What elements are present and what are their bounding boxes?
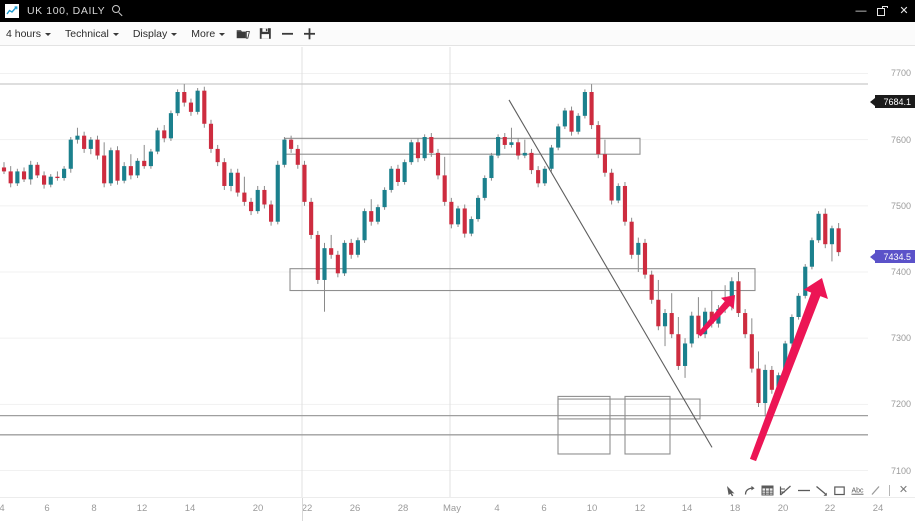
search-icon-ring: [112, 5, 121, 13]
fib-fork-icon[interactable]: [778, 483, 793, 498]
divider: [889, 484, 890, 496]
timeframe-dropdown[interactable]: 4 hours: [0, 22, 58, 46]
time-axis-tick: 26: [349, 503, 361, 514]
chevron-down-icon: [171, 32, 178, 36]
minus-icon[interactable]: [276, 22, 298, 46]
candlestick-series: [1, 84, 841, 417]
chart-gridlines: [0, 47, 868, 497]
bullish-arrow-annotations: [697, 278, 828, 462]
more-label: More: [191, 27, 216, 40]
cursor-arrow-icon[interactable]: [724, 483, 739, 498]
chart-rectangle-annotations: [284, 137, 756, 455]
technical-label: Technical: [65, 27, 109, 40]
chart-toolbar: 4 hours Technical Display More: [0, 22, 915, 65]
time-axis-separator: [302, 498, 303, 521]
timeframe-label: 4 hours: [6, 27, 42, 40]
floppy-save-icon[interactable]: [254, 22, 276, 46]
trend-line-icon[interactable]: [814, 483, 829, 498]
display-label: Display: [132, 27, 168, 40]
chevron-down-icon: [45, 32, 52, 36]
restore-window-icon-body: [877, 7, 885, 16]
price-axis-tick: 7200: [890, 399, 911, 410]
svg-text:Abc: Abc: [851, 487, 864, 494]
price-chart-canvas[interactable]: 7684.1 7434.5 7700 7600 7500 7400 7300 7200 71…: [0, 47, 915, 497]
restore-window-icon[interactable]: [877, 5, 888, 17]
time-axis-tick: 24: [872, 503, 884, 514]
window-controls: — ✕: [854, 0, 911, 22]
price-axis-tick: 7500: [890, 200, 911, 211]
last-price-label: 7434.5: [870, 250, 915, 263]
plus-icon[interactable]: [298, 22, 320, 46]
candlestick-plot: [0, 47, 868, 497]
more-dropdown[interactable]: More: [184, 22, 232, 46]
price-axis-tick: 7300: [890, 333, 911, 344]
time-axis-tick: 12: [634, 503, 646, 514]
minimize-button[interactable]: —: [855, 4, 867, 17]
instrument-title: UK 100, DAILY: [27, 5, 106, 17]
time-axis-tick: 18: [729, 503, 741, 514]
display-dropdown[interactable]: Display: [126, 22, 184, 46]
time-axis-tick: 22: [301, 503, 313, 514]
line-chart-icon: [5, 4, 19, 18]
price-axis-tick: 7600: [890, 134, 911, 145]
time-axis-tick: May: [443, 503, 461, 514]
time-axis-tick: 4: [494, 503, 500, 514]
time-axis-tick: 6: [44, 503, 50, 514]
time-axis-tick: 20: [252, 503, 264, 514]
price-axis-tick: 7100: [890, 465, 911, 476]
drawing-toolbar: Abc ✕: [724, 481, 911, 499]
time-axis-tick: 10: [586, 503, 598, 514]
chevron-down-icon: [219, 32, 226, 36]
text-abc-icon[interactable]: Abc: [850, 483, 865, 498]
search-icon-handle: [118, 12, 123, 17]
horizontal-line-icon[interactable]: [796, 483, 811, 498]
time-axis-tick: 22: [824, 503, 836, 514]
rectangle-icon[interactable]: [832, 483, 847, 498]
close-button[interactable]: ✕: [899, 4, 909, 17]
restore-window-icon-top: [882, 5, 888, 8]
time-axis-tick: 6: [541, 503, 547, 514]
window-titlebar: UK 100, DAILY — ✕: [0, 0, 915, 22]
time-axis-tick: 4: [0, 503, 5, 514]
diagonal-line-icon[interactable]: [868, 483, 883, 498]
redo-curve-icon[interactable]: [742, 483, 757, 498]
price-axis-tick: 7400: [890, 267, 911, 277]
time-axis-tick: 20: [777, 503, 789, 514]
time-axis[interactable]: 4 6 8 12 14 20 22 26 28 May 4 6 10 12 14 18 20 22 24: [0, 497, 915, 521]
time-axis-tick: 14: [184, 503, 196, 514]
descending-resistance-trendline: [508, 99, 713, 448]
technical-dropdown[interactable]: Technical: [58, 22, 126, 46]
search-icon[interactable]: [112, 5, 124, 17]
grid-table-icon[interactable]: [760, 483, 775, 498]
swing-high-price-label: 7684.1: [870, 95, 915, 108]
price-axis-tick: 7700: [890, 68, 911, 79]
chart-horizontal-lines: [0, 83, 868, 436]
time-axis-tick: 12: [136, 503, 148, 514]
time-axis-tick: 28: [397, 503, 409, 514]
folder-open-icon[interactable]: [232, 22, 254, 46]
time-axis-tick: 14: [681, 503, 693, 514]
chevron-down-icon: [112, 32, 119, 36]
time-axis-tick: 8: [91, 503, 97, 514]
close-icon[interactable]: ✕: [898, 483, 909, 496]
